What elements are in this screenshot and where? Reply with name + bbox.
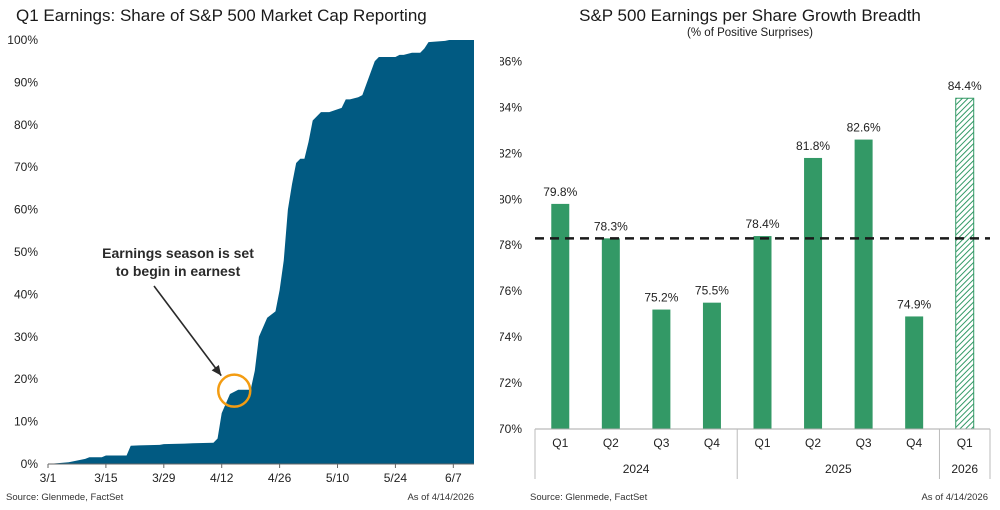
bar (804, 157, 823, 429)
annotation-arrow-head (211, 364, 222, 376)
x-tick-label: 5/24 (384, 471, 408, 485)
x-category-label: Q1 (754, 436, 770, 450)
y-tick-label: 70% (500, 422, 522, 436)
bar-estimated (955, 97, 975, 430)
annotation-line-2: to begin in earnest (116, 263, 241, 279)
bar-value-label: 82.6% (847, 121, 881, 135)
x-tick-label: 4/26 (268, 471, 292, 485)
x-category-label: Q4 (906, 436, 922, 450)
bar (905, 316, 924, 429)
annotation-arrow-line (153, 285, 222, 377)
right-chart-title: S&P 500 Earnings per Share Growth Breadt… (579, 6, 921, 25)
y-tick-label: 100% (7, 33, 38, 47)
bar-value-label: 84.4% (948, 79, 982, 93)
reporting-area (48, 40, 474, 464)
x-category-label: Q2 (805, 436, 821, 450)
y-tick-label: 80% (14, 118, 38, 132)
bar-value-label: 78.3% (594, 219, 628, 233)
x-group-label: 2026 (951, 462, 978, 476)
right-chart-source: Source: Glenmede, FactSet (530, 492, 648, 503)
right-chart-as-of: As of 4/14/2026 (921, 492, 988, 503)
x-category-label: Q2 (603, 436, 619, 450)
x-tick-label: 3/29 (152, 471, 176, 485)
y-tick-label: 76% (500, 284, 522, 298)
x-tick-label: 3/1 (40, 471, 57, 485)
x-category-label: Q1 (957, 436, 973, 450)
y-tick-label: 50% (14, 245, 38, 259)
y-tick-label: 70% (14, 160, 38, 174)
y-tick-label: 40% (14, 287, 38, 301)
y-tick-label: 80% (500, 192, 522, 206)
bar-value-label: 74.9% (897, 297, 931, 311)
y-tick-label: 74% (500, 330, 522, 344)
bar (854, 139, 873, 429)
x-tick-label: 3/15 (94, 471, 118, 485)
y-tick-label: 78% (500, 238, 522, 252)
y-tick-label: 60% (14, 203, 38, 217)
x-category-label: Q3 (856, 436, 872, 450)
x-tick-label: 6/7 (445, 471, 462, 485)
bar-value-label: 81.8% (796, 139, 830, 153)
x-category-label: Q4 (704, 436, 720, 450)
y-tick-label: 10% (14, 415, 38, 429)
bar-value-label: 78.4% (745, 217, 779, 231)
left-chart-plot: 0% 10% 20% 30% 40% 50% 60% 70% 80% 90% 100% 3/1 3/15… (7, 33, 474, 485)
x-category-label: Q3 (653, 436, 669, 450)
y-tick-label: 82% (500, 146, 522, 160)
x-tick-label: 4/12 (210, 471, 234, 485)
bar (753, 236, 772, 429)
bar (601, 238, 620, 429)
y-tick-label: 72% (500, 376, 522, 390)
x-group-label: 2024 (623, 462, 650, 476)
bar (551, 203, 570, 429)
bar (702, 302, 721, 429)
annotation-line-1: Earnings season is set (102, 245, 254, 261)
right-chart-plot: 70% 72% 74% 76% 78% 80% 82% 84% 86% 79.8% Q1 78.3% Q… (500, 54, 991, 479)
bar-value-label: 75.2% (644, 291, 678, 305)
y-tick-label: 90% (14, 75, 38, 89)
y-tick-label: 0% (21, 457, 39, 471)
x-category-label: Q1 (552, 436, 568, 450)
left-chart-as-of: As of 4/14/2026 (407, 492, 474, 503)
highlight-circle (217, 373, 252, 408)
bar-value-label: 79.8% (543, 185, 577, 199)
y-tick-label: 30% (14, 330, 38, 344)
left-chart-title: Q1 Earnings: Share of S&P 500 Market Cap… (16, 6, 427, 25)
x-tick-label: 5/10 (326, 471, 350, 485)
y-tick-label: 20% (14, 372, 38, 386)
y-tick-label: 84% (500, 100, 522, 114)
market-cap-reporting-chart: Q1 Earnings: Share of S&P 500 Market Cap… (0, 0, 490, 510)
right-chart-subtitle: (% of Positive Surprises) (687, 27, 813, 39)
y-tick-label: 86% (500, 54, 522, 68)
left-chart-source: Source: Glenmede, FactSet (6, 492, 124, 503)
bar (652, 309, 671, 429)
bar-value-label: 75.5% (695, 284, 729, 298)
x-group-label: 2025 (825, 462, 852, 476)
eps-breadth-chart: S&P 500 Earnings per Share Growth Breadt… (500, 0, 1000, 510)
